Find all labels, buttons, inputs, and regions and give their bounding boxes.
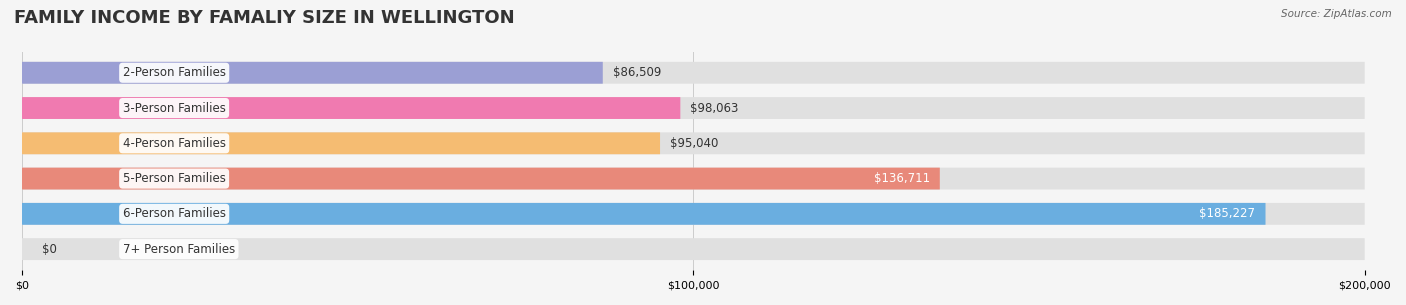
FancyBboxPatch shape: [22, 168, 939, 189]
Text: 2-Person Families: 2-Person Families: [122, 66, 226, 79]
Text: FAMILY INCOME BY FAMALIY SIZE IN WELLINGTON: FAMILY INCOME BY FAMALIY SIZE IN WELLING…: [14, 9, 515, 27]
Text: $95,040: $95,040: [671, 137, 718, 150]
Text: Source: ZipAtlas.com: Source: ZipAtlas.com: [1281, 9, 1392, 19]
Text: $98,063: $98,063: [690, 102, 738, 115]
Text: $86,509: $86,509: [613, 66, 661, 79]
FancyBboxPatch shape: [22, 238, 1365, 260]
Text: 7+ Person Families: 7+ Person Families: [122, 242, 235, 256]
FancyBboxPatch shape: [22, 97, 1365, 119]
FancyBboxPatch shape: [22, 203, 1265, 225]
FancyBboxPatch shape: [22, 168, 1365, 189]
Text: 6-Person Families: 6-Person Families: [122, 207, 226, 220]
FancyBboxPatch shape: [22, 132, 659, 154]
Text: 3-Person Families: 3-Person Families: [122, 102, 225, 115]
Text: 4-Person Families: 4-Person Families: [122, 137, 226, 150]
FancyBboxPatch shape: [22, 97, 681, 119]
FancyBboxPatch shape: [22, 62, 1365, 84]
Text: $185,227: $185,227: [1199, 207, 1256, 220]
Text: $0: $0: [42, 242, 58, 256]
Text: 5-Person Families: 5-Person Families: [122, 172, 225, 185]
FancyBboxPatch shape: [22, 203, 1365, 225]
FancyBboxPatch shape: [22, 132, 1365, 154]
FancyBboxPatch shape: [22, 62, 603, 84]
Text: $136,711: $136,711: [873, 172, 929, 185]
